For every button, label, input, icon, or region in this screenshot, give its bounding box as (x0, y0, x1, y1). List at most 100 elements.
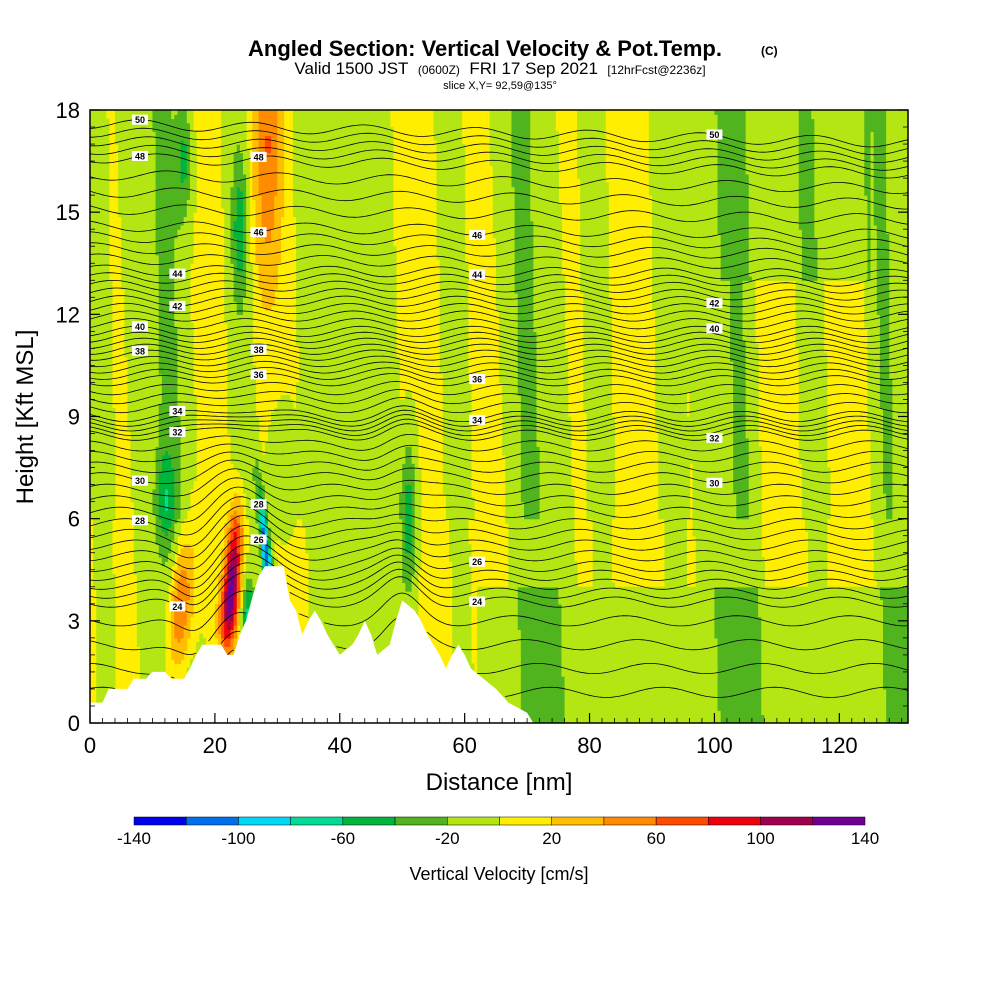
velocity-cell (889, 586, 893, 723)
velocity-cell (705, 110, 709, 723)
velocity-cell (258, 195, 263, 290)
velocity-cell (523, 518, 528, 588)
velocity-cell (274, 110, 278, 196)
velocity-cell (895, 110, 900, 588)
theta-contour-line (90, 443, 908, 463)
velocity-cell (299, 110, 303, 520)
velocity-cell (311, 110, 316, 723)
velocity-cell (236, 591, 241, 609)
velocity-cell (224, 620, 228, 639)
velocity-cell (186, 110, 191, 124)
velocity-cell (317, 110, 322, 723)
velocity-cell (227, 527, 232, 541)
velocity-cell (302, 110, 307, 528)
velocity-cell (230, 263, 235, 464)
theta-contour-line (90, 204, 908, 225)
velocity-cell (792, 110, 797, 281)
velocity-cell (511, 110, 516, 188)
velocity-cell (180, 548, 185, 571)
velocity-cell (258, 471, 263, 486)
contour-label-bg (131, 345, 148, 356)
velocity-cell (230, 629, 235, 639)
theta-contour-line (90, 630, 908, 679)
contour-label: 34 (172, 406, 182, 416)
contour-label-bg (131, 475, 148, 486)
velocity-cell (889, 518, 893, 588)
velocity-cell (233, 510, 238, 520)
theta-contour-line (90, 144, 908, 171)
terrain-mask (90, 566, 908, 723)
velocity-cell (745, 280, 750, 439)
contour-label: 46 (472, 231, 482, 241)
velocity-cell (392, 246, 397, 723)
theta-contour-line (90, 451, 908, 473)
theta-contour-line (90, 272, 908, 287)
velocity-cell (230, 565, 235, 609)
velocity-cell (227, 510, 232, 528)
velocity-cell (742, 280, 747, 341)
velocity-cell (408, 446, 413, 486)
theta-contour-line (90, 373, 908, 387)
colorbar-tick-label: -20 (435, 829, 460, 848)
velocity-cell (264, 241, 269, 311)
velocity-cell (867, 280, 872, 430)
velocity-cell (349, 110, 353, 723)
velocity-cell (789, 110, 794, 281)
velocity-cell (189, 110, 194, 264)
contour-label: 30 (709, 478, 719, 488)
velocity-cell (342, 110, 347, 723)
contour-label: 48 (135, 151, 145, 161)
velocity-cell (274, 195, 278, 290)
velocity-cell (804, 280, 809, 533)
velocity-cell (236, 186, 241, 273)
velocity-cell (258, 544, 263, 558)
y-axis-title: Height [Kft MSL] (12, 330, 39, 505)
velocity-cell (327, 110, 331, 723)
velocity-cell (586, 586, 591, 723)
velocity-cell (673, 110, 678, 723)
velocity-cell (355, 110, 360, 723)
velocity-cell (514, 293, 519, 723)
velocity-cell (520, 586, 525, 723)
velocity-cell (636, 586, 641, 723)
velocity-cell (239, 527, 244, 562)
velocity-cell (764, 586, 769, 723)
velocity-cell (548, 586, 553, 723)
velocity-cell (193, 131, 197, 213)
velocity-cell (152, 514, 157, 723)
velocity-cell (227, 539, 232, 554)
velocity-cell (364, 110, 369, 723)
velocity-cell (230, 110, 235, 188)
velocity-cell (886, 110, 890, 235)
y-tick-label: 0 (68, 711, 80, 736)
velocity-cell (748, 280, 753, 588)
velocity-cell (177, 416, 182, 520)
colorbar: -140 -100 -60 -20 20 60 100 140 (117, 816, 879, 848)
velocity-cell (161, 110, 166, 456)
velocity-cell (761, 110, 765, 281)
velocity-cell (492, 110, 497, 239)
velocity-cell (867, 110, 872, 281)
velocity-cell (180, 637, 185, 660)
velocity-cell (158, 556, 163, 723)
x-tick-label: 120 (821, 733, 858, 758)
theta-contour-line (90, 360, 908, 374)
forecast-info: [12hrFcst@2236z] (607, 63, 705, 77)
velocity-cell (242, 173, 247, 298)
velocity-cell (758, 616, 762, 723)
velocity-cell (748, 110, 753, 277)
plot-area (90, 110, 908, 723)
velocity-cell (330, 110, 335, 723)
velocity-cell (267, 135, 272, 154)
theta-contour-line (90, 318, 908, 330)
velocity-cell (583, 110, 588, 413)
contour-label-bg (469, 414, 486, 425)
velocity-cell (745, 518, 750, 588)
velocity-cell (467, 378, 472, 520)
velocity-cell (267, 152, 272, 243)
velocity-cell (842, 110, 847, 281)
velocity-cell (511, 186, 516, 723)
velocity-cell (883, 586, 887, 690)
velocity-cell (186, 544, 191, 584)
velocity-cell (723, 110, 728, 281)
